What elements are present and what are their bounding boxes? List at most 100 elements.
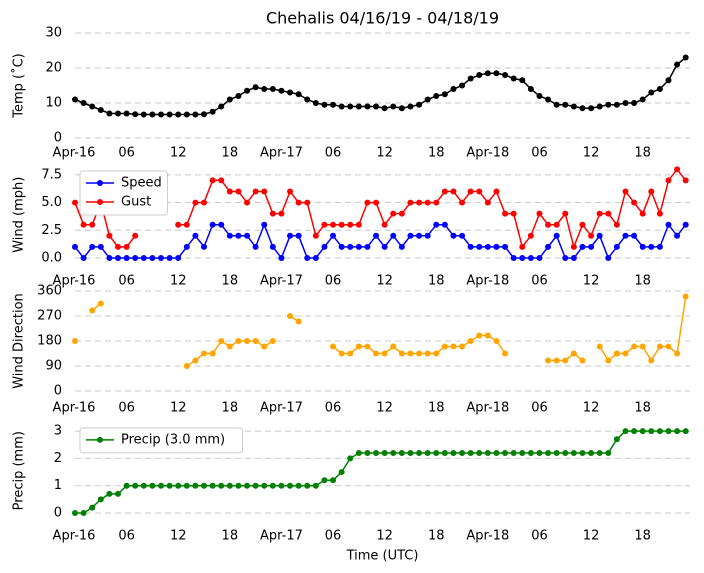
data-point [330,477,337,484]
data-point [588,105,595,112]
x-tick-label: 06 [118,274,135,289]
data-point [218,103,225,110]
data-point [441,188,448,195]
data-point [235,482,242,489]
data-point [132,111,139,118]
y-tick-label: 5.0 [41,195,62,210]
data-point [622,232,629,239]
data-point [244,199,251,206]
data-point [278,254,285,261]
data-point [158,111,165,118]
data-point [175,254,182,261]
data-point [235,188,242,195]
data-point [656,343,663,350]
data-point [209,350,216,357]
chart-title: Chehalis 04/16/19 - 04/18/19 [266,9,499,28]
data-point [665,428,672,435]
data-point [89,221,96,228]
data-point [579,105,586,112]
data-point [682,54,689,61]
data-point [226,343,233,350]
data-point [407,103,414,110]
data-point [201,350,208,357]
data-point [553,221,560,228]
data-point [441,449,448,456]
data-point [450,86,457,92]
y-tick-label: 0 [54,384,62,399]
y-tick-label: 2 [54,451,62,466]
data-point [364,343,371,350]
data-point [450,188,457,195]
data-point [639,343,646,350]
data-point [304,254,311,261]
data-point [158,482,165,489]
legend-marker [97,180,103,186]
x-tick-label: 18 [428,401,445,416]
data-point [312,100,319,106]
data-point [433,199,440,206]
data-point [201,482,208,489]
data-point [433,449,440,456]
x-tick-label: 18 [634,529,651,544]
y-tick-label: 2.5 [41,223,62,238]
data-point [261,86,268,92]
data-point [665,343,672,350]
data-point [321,243,328,250]
data-point [209,177,216,184]
data-point [631,428,638,435]
x-tick-label: 06 [118,529,135,544]
x-axis-label: Time (UTC) [346,549,419,564]
x-tick-label: 06 [531,146,548,161]
data-point [527,254,534,261]
data-point [467,75,474,82]
data-point [545,357,552,364]
data-point [433,221,440,228]
data-point [166,482,173,489]
data-point [605,449,612,456]
data-point [252,482,259,489]
data-point [502,210,509,217]
data-point [89,504,96,511]
data-point [287,482,294,489]
data-point [140,254,147,261]
data-point [192,357,199,364]
data-point [596,210,603,217]
data-point [192,111,199,118]
data-point [416,350,423,357]
data-point [631,343,638,350]
y-axis-label: Temp (˚C) [11,53,27,119]
data-point [484,199,491,206]
legend-marker [97,436,103,443]
data-point [373,199,380,206]
data-point [123,482,130,489]
legend-label: Precip (3.0 mm) [121,432,225,447]
data-point [493,338,500,344]
x-tick-label: 06 [118,146,135,161]
data-point [433,93,440,99]
data-point [287,232,294,239]
data-point [579,449,586,456]
data-point [330,101,337,108]
data-point [321,101,328,108]
data-point [450,343,457,350]
data-point [364,103,371,110]
data-point [80,221,87,228]
data-point [140,482,147,489]
data-point [355,103,362,110]
x-tick-label: Apr-18 [466,274,509,289]
data-point [252,338,259,344]
data-point [553,449,560,456]
data-point [682,221,689,228]
x-tick-label: 12 [376,401,393,416]
data-point [467,188,474,195]
y-axis-label: Wind (mph) [12,177,27,253]
data-point [459,82,466,89]
data-point [622,350,629,357]
data-point [192,482,199,489]
data-point [588,232,595,239]
data-point [605,210,612,217]
data-point [484,70,491,77]
x-tick-label: 18 [634,146,651,161]
data-point [244,482,251,489]
